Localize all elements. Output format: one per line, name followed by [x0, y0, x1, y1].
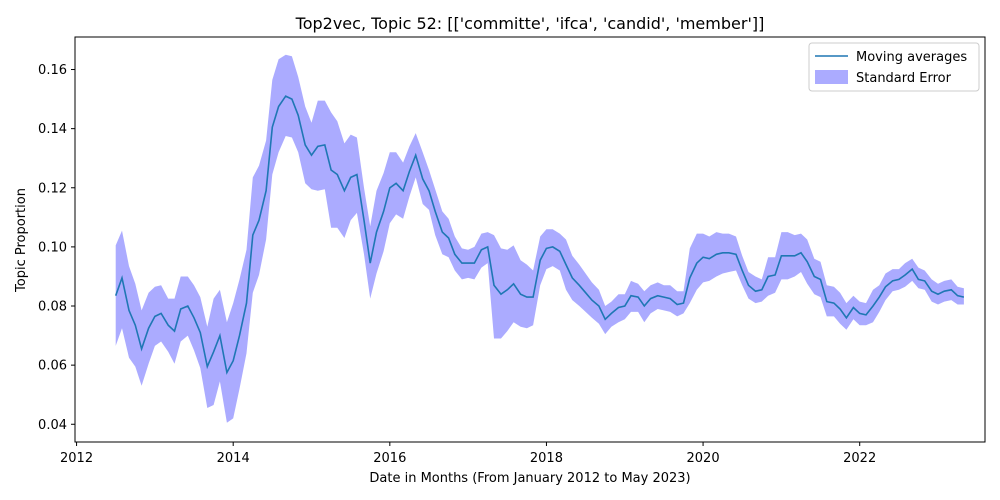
y-axis-ticks: 0.04 0.06 0.08 0.10 0.12 0.14 0.16 [38, 63, 75, 433]
x-tick-label: 2012 [60, 451, 93, 466]
y-tick-label: 0.06 [38, 359, 67, 374]
y-tick-label: 0.12 [38, 181, 67, 196]
moving-average-line [114, 95, 965, 375]
standard-error-band-layer [115, 54, 964, 423]
x-tick-label: 2016 [373, 451, 406, 466]
y-axis-label: Topic Proportion [14, 188, 29, 293]
x-axis-ticks: 2012 2014 2016 2018 2020 2022 [60, 442, 876, 466]
y-tick-label: 0.10 [38, 240, 67, 255]
legend-box [808, 42, 980, 92]
chart-title: Top2vec, Topic 52: [['committe', 'ifca',… [295, 14, 765, 33]
plot-frame [74, 36, 986, 443]
legend-band-swatch [815, 70, 848, 84]
x-tick-label: 2022 [843, 451, 876, 466]
legend-entry-standard-error: Standard Error [856, 71, 952, 86]
x-tick-label: 2014 [217, 451, 250, 466]
y-tick-label: 0.08 [38, 300, 67, 315]
y-tick-label: 0.14 [38, 122, 67, 137]
x-axis-label: Date in Months (From January 2012 to May… [369, 471, 690, 486]
x-tick-label: 2020 [687, 451, 720, 466]
legend: Moving averages Standard Error [808, 42, 980, 92]
y-tick-label: 0.04 [38, 418, 67, 433]
standard-error-band [115, 54, 964, 423]
legend-entry-moving-averages: Moving averages [856, 50, 967, 65]
moving-average-line-layer [114, 95, 965, 375]
x-tick-label: 2018 [530, 451, 563, 466]
y-tick-label: 0.16 [38, 63, 67, 78]
